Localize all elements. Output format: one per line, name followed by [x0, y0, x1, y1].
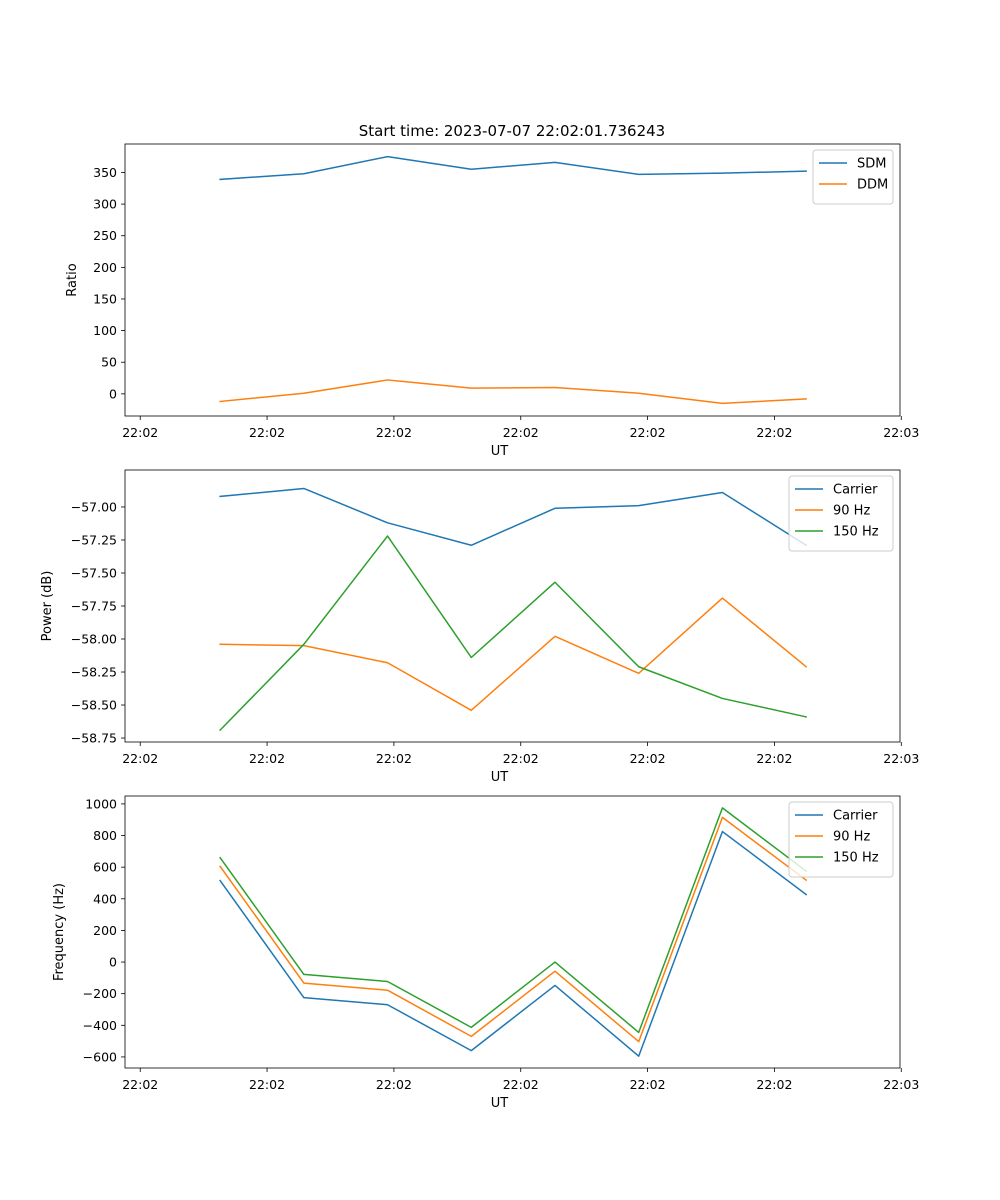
y-tick-label: −57.50	[71, 565, 117, 580]
legend-item: 90 Hz	[795, 830, 870, 845]
y-tick-label: 0	[109, 955, 117, 970]
legend: SDM DDM	[812, 149, 894, 205]
x-tick-label: 22:02	[630, 751, 666, 766]
legend-item: 150 Hz	[795, 851, 879, 866]
legend-label: DDM	[857, 178, 888, 193]
y-tick-label: −57.25	[71, 532, 117, 547]
x-tick-label: 22:03	[883, 1077, 919, 1092]
axes-frame	[124, 795, 901, 1069]
x-tick-label: 22:02	[503, 751, 539, 766]
y-tick-label: 400	[93, 891, 117, 906]
y-tick-label: −58.50	[71, 698, 117, 713]
x-tick-label: 22:03	[883, 425, 919, 440]
y-tick-label: 200	[93, 923, 117, 938]
y-tick-label: −600	[83, 1049, 117, 1064]
series-lines	[219, 155, 807, 405]
legend-label: Carrier	[833, 483, 878, 498]
x-tick-label: 22:02	[503, 1077, 539, 1092]
y-tick-label: 250	[93, 228, 117, 243]
figure-title: Start time: 2023-07-07 22:02:01.736243	[359, 122, 665, 140]
series-line-sdm	[219, 155, 807, 181]
legend: Carrier 90 Hz 150 Hz	[788, 801, 894, 878]
series-line-150-hz	[219, 807, 808, 1034]
x-tick-label: 22:02	[122, 751, 158, 766]
legend-label: 90 Hz	[833, 504, 870, 519]
panels: 22:02 22:02 22:02 22:02 22:02 22:02 22:03 0 50 10…	[40, 143, 919, 1111]
y-tick-label: 50	[101, 355, 117, 370]
y-tick-label: 350	[93, 165, 117, 180]
x-tick-label: 22:02	[249, 1077, 285, 1092]
y-tick-label: 1000	[85, 796, 117, 811]
x-tick-label: 22:02	[503, 425, 539, 440]
y-tick-label: −58.75	[71, 731, 117, 746]
legend-label: 150 Hz	[833, 525, 879, 540]
x-tick-label: 22:02	[756, 425, 792, 440]
x-tick-label: 22:02	[756, 751, 792, 766]
legend-label: SDM	[857, 157, 886, 172]
x-tick-label: 22:02	[376, 751, 412, 766]
x-axis-label: UT	[491, 770, 509, 785]
x-tick-label: 22:03	[883, 751, 919, 766]
legend-item: Carrier	[795, 809, 878, 824]
x-tick-label: 22:02	[122, 425, 158, 440]
series-lines	[219, 807, 808, 1057]
x-axis-label: UT	[491, 444, 509, 459]
legend-item: SDM	[819, 157, 886, 172]
axes-frame	[124, 143, 901, 417]
y-tick-label: 0	[109, 386, 117, 401]
series-line-90-hz	[219, 597, 808, 712]
legend-label: 150 Hz	[833, 851, 879, 866]
legend-item: 90 Hz	[795, 504, 870, 519]
y-tick-label: 200	[93, 260, 117, 275]
y-tick-label: 100	[93, 323, 117, 338]
x-tick-label: 22:02	[249, 751, 285, 766]
x-tick-label: 22:02	[376, 425, 412, 440]
x-tick-label: 22:02	[756, 1077, 792, 1092]
y-axis-label: Power (dB)	[40, 571, 55, 642]
series-line-carrier	[219, 487, 808, 547]
legend-box	[788, 801, 894, 878]
x-tick-label: 22:02	[630, 425, 666, 440]
x-tick-label: 22:02	[630, 1077, 666, 1092]
y-tick-label: 600	[93, 860, 117, 875]
legend-item: DDM	[819, 178, 888, 193]
y-axis-label: Ratio	[65, 263, 80, 296]
panel-3: 22:02 22:02 22:02 22:02 22:02 22:02 22:03−600−…	[52, 795, 919, 1111]
y-tick-label: −200	[83, 986, 117, 1001]
legend-box	[788, 475, 894, 552]
series-line-ddm	[219, 379, 807, 405]
x-tick-label: 22:02	[249, 425, 285, 440]
x-axis: 22:02 22:02 22:02 22:02 22:02 22:02 22:03	[122, 1068, 919, 1092]
legend-label: 90 Hz	[833, 830, 870, 845]
y-axis: 0 50 100 150 200 250 300 350	[93, 165, 125, 401]
panel-1: 22:02 22:02 22:02 22:02 22:02 22:02 22:03 0 50 10…	[65, 143, 919, 459]
y-tick-label: 300	[93, 197, 117, 212]
x-axis: 22:02 22:02 22:02 22:02 22:02 22:02 22:03	[122, 416, 919, 440]
legend-label: Carrier	[833, 809, 878, 824]
y-tick-label: −58.00	[71, 632, 117, 647]
x-tick-label: 22:02	[122, 1077, 158, 1092]
x-axis: 22:02 22:02 22:02 22:02 22:02 22:02 22:03	[122, 742, 919, 766]
legend-item: 150 Hz	[795, 525, 879, 540]
y-tick-label: −57.00	[71, 499, 117, 514]
series-line-90-hz	[219, 816, 808, 1043]
y-axis: −57.00 −57.25 −57.50 −57.75 −58.00 −58.25 −58.…	[71, 499, 125, 746]
y-tick-label: −58.25	[71, 665, 117, 680]
y-tick-label: −400	[83, 1018, 117, 1033]
series-lines	[219, 487, 808, 732]
x-tick-label: 22:02	[376, 1077, 412, 1092]
legend-item: Carrier	[795, 483, 878, 498]
y-tick-label: −57.75	[71, 599, 117, 614]
y-axis-label: Frequency (Hz)	[52, 883, 67, 981]
legend: Carrier 90 Hz 150 Hz	[788, 475, 894, 552]
series-line-carrier	[219, 830, 808, 1057]
x-axis-label: UT	[491, 1096, 509, 1111]
y-tick-label: 800	[93, 828, 117, 843]
y-axis: −600 −400 −200 0 200 400 600 800 1000	[83, 796, 125, 1064]
panel-2: 22:02 22:02 22:02 22:02 22:02 22:02 22:03 −57.0…	[40, 469, 919, 785]
series-line-150-hz	[219, 535, 808, 732]
y-tick-label: 150	[93, 291, 117, 306]
